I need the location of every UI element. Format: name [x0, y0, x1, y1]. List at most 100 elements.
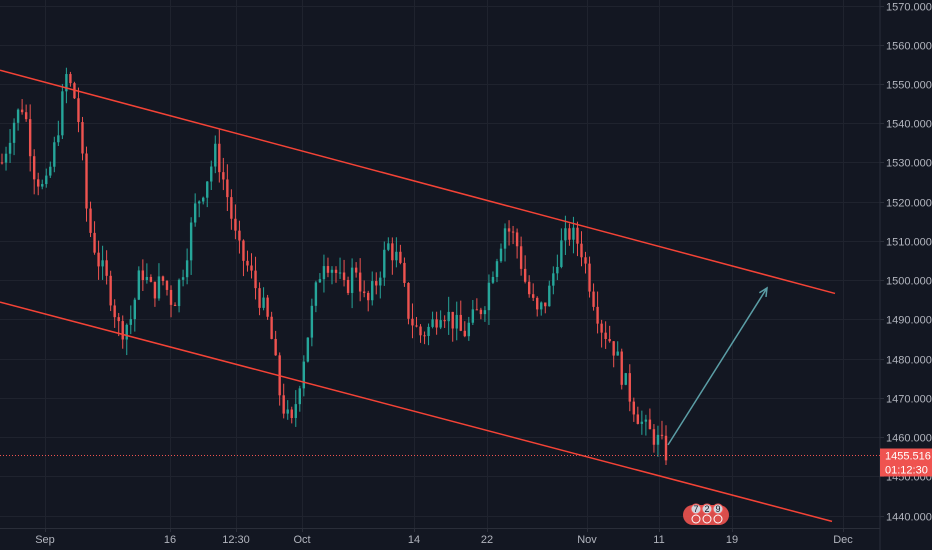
candle-body [527, 281, 531, 295]
candle-body [540, 302, 543, 310]
y-tick-label: 1520.000 [886, 198, 932, 210]
candle-body [403, 262, 406, 283]
candle-body [354, 267, 358, 273]
candle-body [242, 240, 245, 261]
candle-body [644, 419, 648, 422]
countdown-box [880, 462, 932, 477]
candle-body [185, 260, 189, 278]
candle-body [423, 335, 426, 337]
candle-body [57, 135, 60, 143]
candle-body [568, 228, 571, 240]
candle-body [640, 421, 644, 424]
candle-body [125, 324, 128, 340]
event-flag-icon [702, 514, 712, 524]
candle-body [8, 142, 12, 154]
x-tick-label: Oct [293, 534, 310, 546]
candle-body [286, 409, 289, 414]
candle-body [495, 261, 499, 277]
candle-body [419, 326, 422, 336]
candle-body [367, 292, 370, 301]
candle-body [45, 175, 48, 185]
candle-body [169, 289, 173, 305]
candle-body [588, 263, 591, 292]
last-price-box [880, 448, 932, 463]
candle-body [270, 316, 273, 339]
y-tick-label: 1500.000 [886, 276, 932, 288]
candle-body [584, 257, 587, 264]
candle-body [206, 181, 209, 198]
candle-body [97, 252, 100, 267]
candle-body [202, 197, 205, 202]
y-tick-label: 1570.000 [886, 2, 932, 14]
candle-body [149, 276, 153, 282]
candle-body [620, 351, 623, 385]
event-badge[interactable] [712, 503, 724, 515]
candle-body [491, 276, 495, 283]
candle-body [121, 321, 124, 340]
candle-body [193, 203, 197, 223]
candle-body [439, 320, 442, 328]
candle-body [636, 414, 640, 424]
candle-body [117, 317, 120, 322]
candle-body [153, 281, 157, 299]
candle-body [254, 270, 257, 289]
candle-body [218, 143, 221, 173]
candle-body [532, 294, 535, 298]
candle-body [145, 276, 149, 281]
last-price-value: 1455.516 [885, 451, 931, 463]
candle-body [189, 222, 193, 261]
candle-body [181, 277, 185, 280]
x-tick-label: Dec [833, 534, 853, 546]
candle-body [141, 270, 145, 281]
y-tick-label: 1460.000 [886, 433, 932, 445]
candle-body [290, 409, 293, 418]
candle-body [515, 232, 519, 247]
candle-body [395, 251, 398, 261]
candle-body [41, 184, 44, 187]
candle-body [564, 228, 567, 241]
candle-body [503, 228, 507, 249]
time-axis[interactable]: Sep 16 12:30 Oct 14 22 Nov 11 19 Dec [0, 528, 880, 546]
candle-body [222, 172, 225, 180]
candle-body [358, 272, 362, 292]
candle-body [596, 306, 599, 324]
channel-lower-line[interactable] [0, 301, 833, 523]
candle-body [371, 281, 374, 301]
candle-body [32, 156, 36, 180]
y-tick-label: 1440.000 [886, 512, 932, 524]
candle-body [616, 351, 619, 356]
drawing-tools[interactable] [0, 69, 836, 523]
candle-body [161, 276, 165, 281]
candle-body [447, 311, 450, 322]
projection-arrow[interactable] [667, 287, 768, 446]
candle-body [407, 282, 410, 319]
candle-body [499, 248, 503, 262]
y-tick-label: 1530.000 [886, 158, 932, 170]
candle-body [572, 227, 575, 240]
last-price-tag: 1455.516 01:12:30 [0, 448, 932, 477]
candle-body [306, 337, 310, 362]
candle-body [314, 282, 318, 306]
event-badge[interactable] [690, 503, 702, 515]
candle-body [483, 310, 487, 315]
candle-body [580, 243, 583, 258]
candle-body [471, 309, 475, 323]
candle-body [652, 429, 656, 445]
candle-body [523, 268, 527, 282]
candle-body [628, 373, 631, 402]
event-badge[interactable] [701, 503, 713, 515]
x-tick-label: 14 [408, 534, 420, 546]
candle-body [519, 246, 523, 269]
candle-body [556, 266, 559, 274]
candle-body [298, 388, 301, 405]
countdown-value: 01:12:30 [885, 465, 928, 477]
channel-upper-line[interactable] [0, 69, 836, 295]
y-tick-label: 1540.000 [886, 119, 932, 131]
candle-body [20, 109, 24, 113]
event-badge-label: 9 [715, 504, 720, 514]
candle-body [93, 232, 96, 253]
candle-body [592, 291, 595, 307]
